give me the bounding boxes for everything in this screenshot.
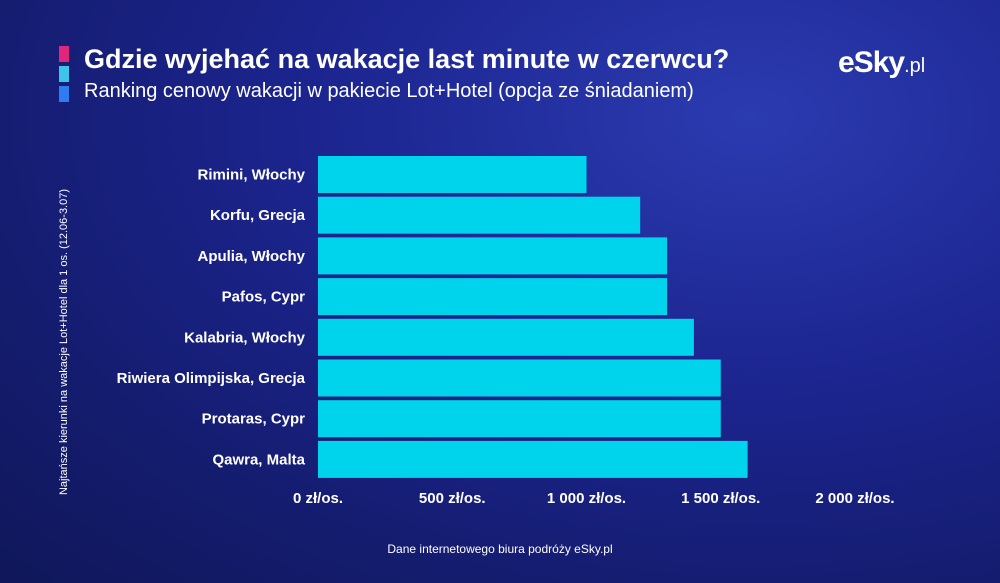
bar-6 — [318, 400, 721, 438]
bar-4 — [318, 318, 694, 356]
accent-bar-pink — [59, 46, 69, 62]
logo-brand: eSky — [838, 46, 905, 79]
category-label-1: Korfu, Grecja — [210, 207, 306, 224]
category-label-2: Apulia, Włochy — [197, 248, 305, 265]
x-tick-label-1: 500 zł/os. — [419, 490, 486, 507]
page-title: Gdzie wyjehać na wakacje last minute w c… — [84, 44, 730, 74]
bar-2 — [318, 237, 668, 275]
source-note: Dane internetowego biura podróży eSky.pl — [387, 542, 613, 556]
accent-bar-cyan — [59, 66, 69, 82]
bar-1 — [318, 196, 641, 234]
category-label-6: Protaras, Cypr — [202, 411, 306, 428]
category-label-7: Qawra, Malta — [212, 451, 305, 468]
accent-bar-blue — [59, 86, 69, 102]
x-tick-label-4: 2 000 zł/os. — [815, 490, 894, 507]
category-label-5: Riwiera Olimpijska, Grecja — [117, 370, 306, 387]
x-tick-label-2: 1 000 zł/os. — [547, 490, 626, 507]
bar-7 — [318, 440, 748, 478]
page-subtitle: Ranking cenowy wakacji w pakiecie Lot+Ho… — [84, 80, 694, 102]
category-label-0: Rimini, Włochy — [197, 167, 305, 184]
logo-domain: .pl — [904, 55, 926, 77]
bar-0 — [318, 156, 587, 193]
category-label-3: Pafos, Cypr — [222, 289, 306, 306]
bar-3 — [318, 278, 668, 316]
esky-logo: eSky.pl — [838, 46, 925, 80]
x-tick-label-0: 0 zł/os. — [293, 490, 343, 507]
category-label-4: Kalabria, Włochy — [184, 329, 306, 346]
x-tick-label-3: 1 500 zł/os. — [681, 490, 760, 507]
bar-5 — [318, 359, 721, 397]
